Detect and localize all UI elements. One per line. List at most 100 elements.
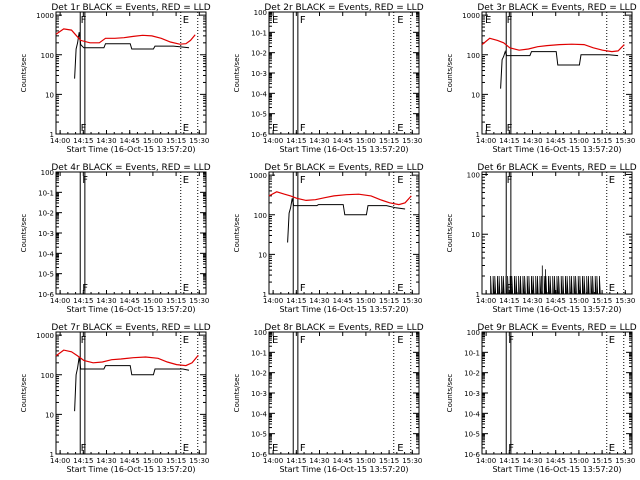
marker-label-bottom: E xyxy=(272,443,278,454)
chart-title: Det 2r BLACK = Events, RED = LLD xyxy=(264,3,423,13)
y-tick-label: 100 xyxy=(41,372,54,380)
x-tick-label: 14:00 xyxy=(263,137,283,145)
y-tick-label: 10-1 xyxy=(251,29,267,37)
x-tick-label: 15:30 xyxy=(189,137,209,145)
marker-label-bottom: F xyxy=(300,283,306,294)
x-tick-label: 15:00 xyxy=(143,297,163,305)
x-tick-label: 15:15 xyxy=(166,457,186,465)
events-series xyxy=(74,32,190,79)
y-tick-label: 100 xyxy=(254,329,267,337)
y-tick-label: 1 xyxy=(476,291,480,299)
y-tick-label: 10-5 xyxy=(464,431,480,439)
marker-label-bottom: F xyxy=(507,283,513,294)
x-tick-label: 14:15 xyxy=(73,457,93,465)
marker-label-bottom: E xyxy=(609,443,615,454)
marker-label-bottom: E xyxy=(183,123,189,134)
y-tick-label: 10-6 xyxy=(251,451,267,459)
marker-label-bottom: F xyxy=(82,283,88,294)
lld-series xyxy=(55,349,199,367)
y-tick-label: 10-5 xyxy=(251,431,267,439)
x-tick-label: 15:00 xyxy=(569,137,589,145)
y-axis-label: Counts/sec xyxy=(20,374,28,413)
y-tick-label: 1 xyxy=(50,451,54,459)
x-tick-label: 14:30 xyxy=(309,457,329,465)
y-tick-label: 10-2 xyxy=(251,50,267,58)
x-tick-label: 14:30 xyxy=(96,457,116,465)
y-tick-label: 100 xyxy=(41,52,54,60)
x-tick-label: 15:30 xyxy=(402,137,422,145)
x-tick-label: 15:15 xyxy=(379,137,399,145)
y-tick-label: 10 xyxy=(45,411,54,419)
x-tick-label: 15:30 xyxy=(402,457,422,465)
y-tick-label: 10-3 xyxy=(251,70,267,78)
x-tick-label: 15:00 xyxy=(356,457,376,465)
marker-label-top: F xyxy=(507,15,513,26)
y-tick-label: 10 xyxy=(258,251,267,259)
x-tick-label: 15:30 xyxy=(189,297,209,305)
x-tick-label: 14:15 xyxy=(499,137,519,145)
x-tick-label: 15:30 xyxy=(615,457,635,465)
marker-label-top: F xyxy=(300,335,306,346)
marker-label-top: F xyxy=(300,175,306,186)
y-tick-label: 100 xyxy=(254,9,267,17)
x-tick-label: 15:30 xyxy=(189,457,209,465)
x-tick-label: 14:15 xyxy=(286,297,306,305)
lld-series xyxy=(481,37,625,53)
y-tick-label: 10-4 xyxy=(251,90,267,98)
marker-label-bottom: F xyxy=(81,443,87,454)
y-tick-label: 10-6 xyxy=(251,131,267,139)
y-tick-label: 10-4 xyxy=(38,250,54,258)
x-tick-label: 15:15 xyxy=(592,137,612,145)
events-series xyxy=(500,50,619,89)
x-tick-label: 14:30 xyxy=(522,137,542,145)
marker-label-top: F xyxy=(507,175,513,186)
x-axis-label: Start Time (16-Oct-15 13:57:20) xyxy=(492,145,621,154)
marker-label-top: F xyxy=(300,15,306,26)
lld-series xyxy=(55,28,196,45)
x-tick-label: 14:15 xyxy=(499,297,519,305)
x-tick-label: 15:15 xyxy=(379,297,399,305)
x-tick-label: 14:45 xyxy=(546,297,566,305)
y-axis-label: Counts/sec xyxy=(446,54,454,93)
x-tick-label: 14:30 xyxy=(96,297,116,305)
y-tick-label: 10-1 xyxy=(38,189,54,197)
marker-label-bottom: F xyxy=(507,123,513,134)
marker-label-bottom: E xyxy=(609,283,615,294)
y-tick-label: 10 xyxy=(471,91,480,99)
x-tick-label: 14:00 xyxy=(476,297,496,305)
x-axis-label: Start Time (16-Oct-15 13:57:20) xyxy=(66,305,195,314)
plot-frame xyxy=(268,171,420,295)
x-tick-label: 14:15 xyxy=(286,457,306,465)
marker-label-top: E xyxy=(397,15,403,26)
chart-title: Det 9r BLACK = Events, RED = LLD xyxy=(477,323,636,333)
x-tick-label: 14:30 xyxy=(522,457,542,465)
x-tick-label: 14:45 xyxy=(120,137,140,145)
y-tick-label: 1 xyxy=(263,291,267,299)
marker-label-top: E xyxy=(609,175,615,186)
chart-title: Det 7r BLACK = Events, RED = LLD xyxy=(51,323,210,333)
x-axis-label: Start Time (16-Oct-15 13:57:20) xyxy=(492,305,621,314)
y-axis-label: Counts/sec xyxy=(233,54,241,93)
marker-label-top: E xyxy=(609,335,615,346)
x-tick-label: 14:00 xyxy=(50,297,70,305)
x-tick-label: 15:30 xyxy=(615,137,635,145)
x-tick-label: 14:45 xyxy=(546,137,566,145)
y-tick-label: 1000 xyxy=(36,12,54,20)
x-tick-label: 15:15 xyxy=(592,457,612,465)
x-axis-label: Start Time (16-Oct-15 13:57:20) xyxy=(66,465,195,474)
y-tick-label: 10-1 xyxy=(251,349,267,357)
y-tick-label: 10-2 xyxy=(38,210,54,218)
x-axis-label: Start Time (16-Oct-15 13:57:20) xyxy=(66,145,195,154)
y-tick-label: 100 xyxy=(467,171,480,179)
x-tick-label: 15:15 xyxy=(379,457,399,465)
marker-label-bottom: E xyxy=(397,123,403,134)
plot-frame xyxy=(55,11,207,135)
marker-label-top: E xyxy=(485,15,491,26)
x-tick-label: 15:15 xyxy=(592,297,612,305)
marker-label-top: F xyxy=(81,15,87,26)
